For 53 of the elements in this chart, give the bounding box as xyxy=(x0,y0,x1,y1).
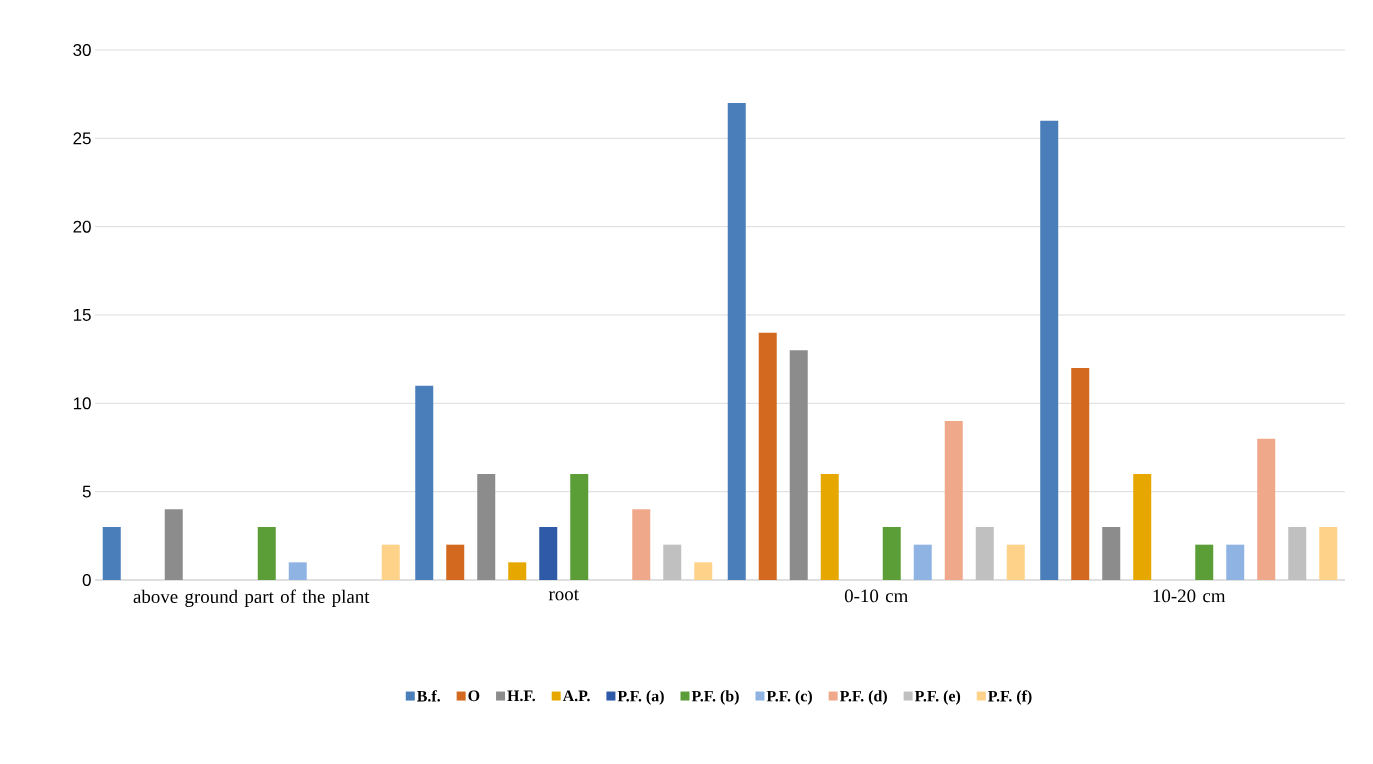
legend-label: O xyxy=(468,690,480,702)
legend-label: P.F. (f) xyxy=(988,690,1032,705)
bar xyxy=(882,527,901,580)
bar xyxy=(789,350,808,580)
bar xyxy=(1102,527,1121,580)
bar xyxy=(381,544,400,580)
bar xyxy=(1288,527,1307,580)
bar xyxy=(975,527,994,580)
legend-label: B.f. xyxy=(417,690,440,702)
bar xyxy=(257,527,276,580)
bar xyxy=(1071,367,1090,580)
x-tick-label: root xyxy=(548,589,579,601)
bar xyxy=(1133,473,1152,580)
bar xyxy=(164,509,183,580)
y-tick-label: 30 xyxy=(73,43,91,56)
bar xyxy=(820,473,839,580)
x-tick-label: 0-10 cm xyxy=(844,589,908,603)
bar xyxy=(1319,527,1338,580)
bar xyxy=(1006,544,1025,580)
bar xyxy=(758,332,777,580)
y-tick-label: 25 xyxy=(73,132,91,145)
legend-label: H.F. xyxy=(507,690,535,702)
bar xyxy=(913,544,932,580)
bar xyxy=(694,562,713,580)
bar xyxy=(570,473,589,580)
bar xyxy=(944,420,963,580)
bar xyxy=(415,385,434,580)
bar xyxy=(446,544,465,580)
bar xyxy=(539,527,558,580)
bar xyxy=(1195,544,1214,580)
y-tick-label: 15 xyxy=(73,309,91,321)
bar xyxy=(727,102,746,580)
bar xyxy=(1040,120,1059,580)
legend-label: A.P. xyxy=(562,690,590,702)
bar xyxy=(477,473,496,580)
x-tick-label: 10-20 cm xyxy=(1153,589,1226,603)
legend-label: P.F. (e) xyxy=(914,690,961,705)
bar xyxy=(1226,544,1245,580)
bar xyxy=(663,544,682,580)
bar xyxy=(102,527,121,580)
bar xyxy=(632,509,651,580)
y-tick-label: 0 xyxy=(82,574,91,586)
legend-label: P.F. (c) xyxy=(766,690,812,705)
bar xyxy=(508,562,527,580)
bar xyxy=(288,562,307,580)
legend-label: P.F. (b) xyxy=(691,690,739,705)
legend-label: P.F. (a) xyxy=(617,690,664,705)
legend-label: P.F. (d) xyxy=(839,690,887,705)
y-tick-label: 20 xyxy=(73,220,91,233)
y-tick-label: 10 xyxy=(73,397,91,410)
x-tick-label: above ground part of the plant xyxy=(133,589,370,607)
y-tick-label: 5 xyxy=(82,485,91,498)
bar xyxy=(1257,438,1276,580)
